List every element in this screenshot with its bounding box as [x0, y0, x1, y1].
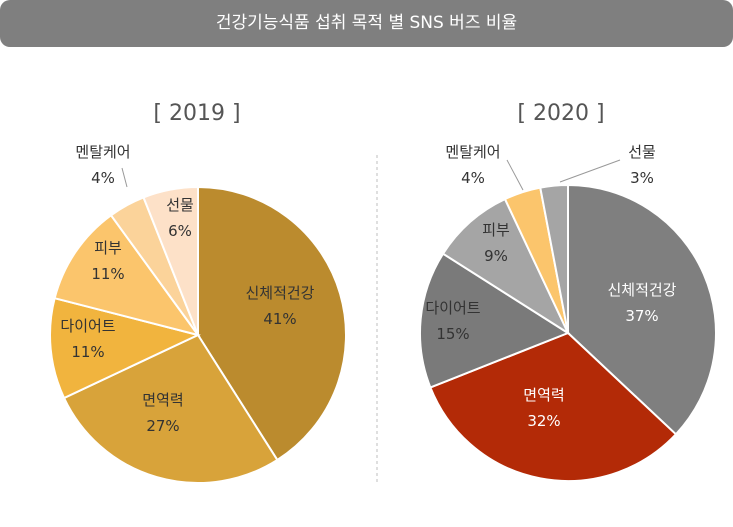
slice-label-value: 4%: [461, 169, 485, 187]
pie-slice-2020-3: [441, 197, 571, 336]
slice-label-category: 피부: [482, 221, 510, 239]
slice-label-value: 3%: [630, 169, 654, 187]
slice-label-category: 다이어트: [60, 317, 115, 335]
slice-label-value: 15%: [436, 325, 469, 343]
slice-label-value: 6%: [168, 222, 192, 240]
year-title-2020: [ 2020 ]: [517, 101, 604, 126]
pie-slice-2020-2: [419, 252, 571, 389]
slice-label-value: 27%: [146, 417, 179, 435]
pie-2020: 신체적건강 37% 면역력 32% 다이어트 15% 피부 9% 멘탈케어 4% 선물 3%: [419, 143, 717, 482]
slice-label-category: 다이어트: [425, 299, 480, 317]
slice-label-category: 선물: [166, 196, 194, 214]
pie-slice-2019-5: [142, 185, 199, 336]
pie-slice-2019-1: [62, 333, 279, 484]
slice-label-category: 신체적건강: [607, 281, 676, 299]
pie-slice-2020-5: [539, 183, 569, 334]
slice-label-value: 4%: [91, 169, 115, 187]
slice-label-category: 멘탈케어: [445, 143, 500, 161]
chart-title: 건강기능식품 섭취 목적 별 SNS 버즈 비율: [215, 13, 518, 33]
slice-label-value: 11%: [71, 343, 104, 361]
slice-label-category: 신체적건강: [245, 284, 314, 302]
slice-label-value: 11%: [91, 265, 124, 283]
pie-slice-2020-1: [429, 331, 678, 482]
slice-label-value: 9%: [484, 247, 508, 265]
slice-label-value: 41%: [263, 310, 296, 328]
leader-line: [506, 159, 524, 191]
year-title-2019: [ 2019 ]: [153, 101, 240, 126]
slice-label-category: 멘탈케어: [75, 143, 130, 161]
pie-slice-2019-3: [53, 213, 201, 337]
slice-label-category: 면역력: [523, 386, 564, 404]
slice-label-category: 면역력: [142, 391, 183, 409]
pie-slice-2019-2: [49, 296, 201, 400]
pie-slice-2020-0: [567, 183, 717, 436]
pie-2019: 신체적건강 41% 면역력 27% 다이어트 11% 피부 11% 멘탈케어 4% 선물 6%: [49, 143, 347, 484]
slice-label-category: 선물: [628, 143, 656, 161]
leader-line: [121, 167, 128, 188]
title-bar: 건강기능식품 섭취 목적 별 SNS 버즈 비율: [0, 0, 733, 47]
slice-label-value: 32%: [527, 412, 560, 430]
leader-line: [559, 159, 621, 183]
slice-label-category: 피부: [94, 239, 122, 257]
slice-label-value: 37%: [625, 307, 658, 325]
